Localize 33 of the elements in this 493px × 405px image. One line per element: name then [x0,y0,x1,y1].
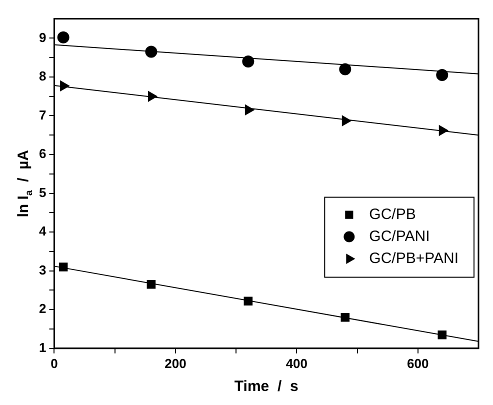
legend-label: GC/PB [369,206,416,223]
point [146,280,156,289]
point [436,69,448,82]
y-tick-label: 6 [38,146,46,162]
point [148,91,158,102]
y-tick-label: 7 [38,107,46,122]
y-tick-label: 4 [38,224,47,239]
y-tick-label: 8 [38,68,46,84]
point [58,262,68,272]
point [244,296,253,306]
x-tick-label: 400 [286,356,308,371]
y-tick-label: 5 [38,184,46,200]
y-tick-label: 3 [38,262,46,278]
point [145,46,158,58]
legend-label: GC/PANI [369,228,430,245]
y-tick-label: 2 [38,301,46,316]
point [342,116,352,126]
point [242,55,254,68]
x-tick-label: 600 [407,356,429,371]
point [57,31,70,44]
x-tick-label: 0 [50,356,58,371]
x-tick-label: 200 [164,356,186,371]
y-tick-label: 1 [38,340,46,355]
point [244,104,254,116]
point [60,80,70,92]
x-axis-title: Time / s [234,378,298,396]
y-axis-title: ln Ia / µA [15,150,35,218]
point [438,330,447,340]
point [339,63,352,76]
point [438,125,448,136]
y-tick-label: 9 [38,30,46,45]
point [340,312,350,322]
legend-label: GC/PB+PANI [369,250,459,267]
